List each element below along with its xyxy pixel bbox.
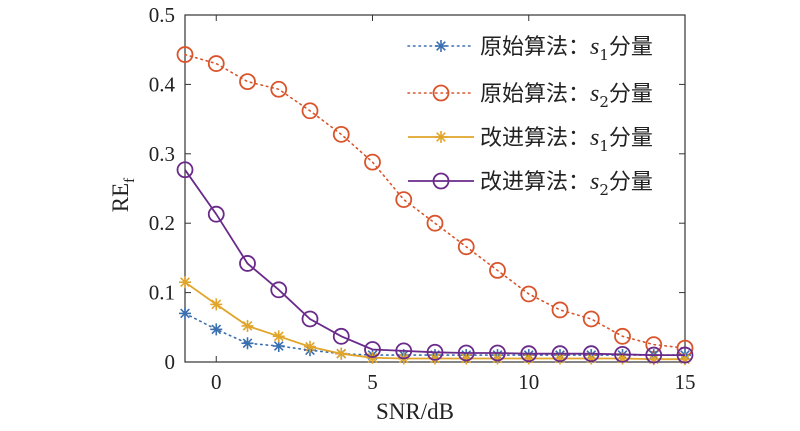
data-point <box>210 323 223 336</box>
data-point <box>335 347 348 360</box>
y-axis-title-main: RE <box>108 183 133 212</box>
data-point <box>520 285 538 303</box>
series-layer <box>176 46 694 366</box>
y-tick-label: 0.5 <box>149 3 175 27</box>
data-point <box>241 319 254 332</box>
y-tick-label: 0.2 <box>149 211 175 235</box>
data-point <box>551 345 569 363</box>
x-axis-title: SNR/dB <box>376 399 454 424</box>
data-point <box>176 161 194 179</box>
data-point <box>582 345 600 363</box>
series-line <box>184 53 686 349</box>
data-point <box>272 330 285 343</box>
data-point <box>301 310 319 328</box>
data-point <box>489 344 506 362</box>
data-point <box>332 327 350 345</box>
data-point <box>457 344 475 362</box>
axes: 0 5 10 15 0 0.1 0.2 0.3 0.4 0.5 SNR/dB REf <box>108 3 696 424</box>
data-point <box>241 337 254 350</box>
data-point <box>551 301 569 319</box>
data-point <box>614 345 631 363</box>
x-tick-label: 15 <box>675 370 696 394</box>
data-point <box>332 125 350 143</box>
data-point <box>395 191 413 209</box>
data-point <box>239 255 256 272</box>
legend-label: 原始算法：s1分量 <box>480 34 653 64</box>
data-point <box>304 340 316 353</box>
data-point <box>364 153 381 171</box>
data-point <box>395 342 413 360</box>
legend-entry-2: 原始算法：s2分量 <box>407 81 653 111</box>
data-point <box>432 84 450 102</box>
legend-label: 改进算法：s1分量 <box>480 125 653 155</box>
data-point <box>676 346 694 364</box>
data-point <box>426 343 444 361</box>
data-point <box>210 298 223 311</box>
data-point <box>457 238 475 256</box>
data-point <box>179 276 191 289</box>
data-point <box>270 281 288 299</box>
data-point <box>435 131 447 143</box>
y-tick-label: 0.3 <box>149 142 175 166</box>
data-point <box>489 261 506 279</box>
y-tick-label: 0.1 <box>149 281 175 305</box>
data-point <box>645 346 663 364</box>
data-point <box>207 55 225 72</box>
series-4 <box>176 161 694 364</box>
data-point <box>270 80 288 98</box>
series-line <box>184 312 686 356</box>
data-point <box>582 310 600 328</box>
data-point <box>239 73 256 91</box>
x-tick-label: 10 <box>518 370 539 394</box>
x-tick-label: 5 <box>367 370 378 394</box>
data-point <box>432 172 450 190</box>
data-point <box>520 345 538 363</box>
data-point <box>176 46 194 63</box>
data-point <box>426 214 444 232</box>
series-3 <box>179 276 691 366</box>
series-line <box>184 281 685 361</box>
legend-label: 原始算法：s2分量 <box>480 81 653 111</box>
legend-entry-3: 改进算法：s1分量 <box>408 125 653 155</box>
data-point <box>364 341 381 358</box>
legend-label: 改进算法：s2分量 <box>480 169 653 199</box>
y-axis-title-sub: f <box>122 178 138 183</box>
series-line <box>184 169 685 357</box>
x-tick-label: 0 <box>211 370 222 394</box>
legend-entry-1: 原始算法：s1分量 <box>407 34 653 64</box>
y-axis-title: REf <box>108 178 138 212</box>
y-tick-label: 0 <box>165 350 176 374</box>
y-tick-label: 0.4 <box>149 72 176 96</box>
data-point <box>614 327 631 345</box>
legend-entry-4: 改进算法：s2分量 <box>408 169 653 199</box>
data-point <box>435 40 447 52</box>
data-point <box>301 102 319 120</box>
data-point <box>207 205 225 223</box>
data-point <box>179 307 191 320</box>
